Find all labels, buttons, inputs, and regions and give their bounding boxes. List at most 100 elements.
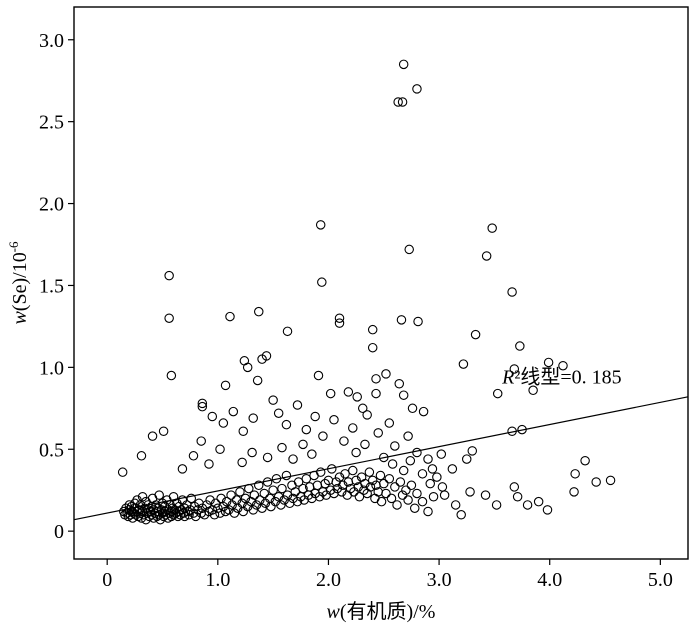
y-tick-label: 0.5	[39, 439, 64, 461]
data-point	[179, 511, 190, 522]
data-point	[132, 495, 142, 505]
x-tick-label: 3.0	[427, 569, 452, 591]
data-point	[251, 500, 262, 510]
data-point	[447, 464, 458, 474]
data-point	[384, 418, 395, 428]
data-point	[137, 492, 148, 502]
x-tick-label: 5.0	[648, 569, 673, 591]
data-point	[360, 478, 370, 489]
data-point	[427, 464, 438, 474]
data-point	[412, 447, 422, 458]
data-point	[190, 511, 201, 522]
data-point	[403, 495, 413, 505]
x-tick-label: 0	[102, 569, 112, 591]
plot-frame	[73, 6, 689, 560]
regression-line	[73, 396, 689, 521]
y-axis-title-italic: w	[9, 311, 31, 325]
data-point	[348, 423, 358, 433]
data-point	[569, 487, 579, 497]
data-point	[376, 496, 387, 507]
x-tick-label: 4.0	[537, 569, 562, 591]
data-point	[409, 503, 420, 513]
data-point	[218, 501, 229, 512]
data-point	[301, 473, 312, 484]
data-point	[390, 482, 400, 492]
data-point	[168, 510, 179, 520]
data-point	[298, 439, 308, 450]
data-point	[242, 501, 253, 512]
data-point	[249, 490, 260, 500]
data-point	[235, 487, 245, 497]
data-point	[226, 490, 236, 500]
data-point	[268, 485, 278, 495]
data-point	[186, 493, 197, 504]
y-tick-label: 2.0	[39, 194, 64, 216]
data-point	[248, 413, 258, 423]
data-point	[492, 388, 503, 399]
data-point	[386, 493, 397, 504]
data-point	[158, 511, 169, 522]
data-point	[270, 496, 281, 507]
data-point	[325, 388, 336, 399]
data-point	[229, 508, 240, 518]
data-point	[450, 500, 461, 510]
data-point	[375, 470, 386, 481]
data-point	[197, 398, 208, 409]
x-axis-title-rest: (有机质)/%	[340, 600, 436, 623]
data-point	[458, 359, 469, 369]
data-point	[398, 59, 409, 70]
data-point	[423, 506, 433, 517]
x-axis-ticks: 0 1.0 2.0 3.0 4.0 5.0	[102, 559, 673, 591]
data-point	[373, 428, 383, 438]
data-point	[339, 436, 349, 446]
data-point	[117, 467, 128, 477]
data-point	[591, 477, 601, 487]
data-point	[580, 455, 590, 466]
data-point	[364, 467, 375, 477]
data-point	[248, 505, 258, 515]
data-point	[262, 452, 273, 463]
data-point	[154, 490, 164, 500]
data-point	[371, 388, 381, 399]
data-point	[362, 410, 372, 420]
data-point	[413, 316, 423, 327]
data-point	[292, 496, 303, 507]
data-point	[315, 467, 326, 477]
data-point	[290, 487, 301, 497]
data-point	[412, 488, 422, 499]
data-point	[365, 482, 376, 492]
data-point	[164, 270, 174, 281]
data-point	[401, 485, 411, 495]
data-point	[367, 324, 378, 335]
x-tick-label: 2.0	[316, 569, 341, 591]
data-point	[193, 505, 203, 515]
data-point	[480, 490, 491, 500]
data-point	[390, 441, 400, 451]
data-point	[357, 403, 368, 414]
data-point	[281, 470, 292, 481]
data-point	[307, 449, 317, 459]
data-point	[277, 442, 287, 453]
data-point	[215, 444, 225, 455]
data-point	[393, 97, 403, 107]
data-point	[467, 446, 478, 456]
data-point	[298, 483, 308, 494]
data-point	[210, 498, 221, 509]
data-point	[428, 492, 439, 502]
data-point	[351, 475, 361, 486]
data-point	[417, 496, 428, 507]
data-point	[432, 472, 442, 482]
x-axis-title-italic: w	[327, 601, 341, 623]
data-point	[317, 277, 327, 287]
data-point	[351, 447, 361, 458]
data-point	[336, 487, 347, 497]
data-point	[282, 326, 293, 337]
data-point	[439, 490, 450, 500]
data-point	[384, 473, 395, 484]
data-point	[405, 455, 416, 466]
data-point	[403, 431, 413, 441]
data-point	[228, 406, 239, 417]
x-axis-title: w(有机质)/%	[327, 600, 436, 623]
data-point	[398, 465, 409, 476]
